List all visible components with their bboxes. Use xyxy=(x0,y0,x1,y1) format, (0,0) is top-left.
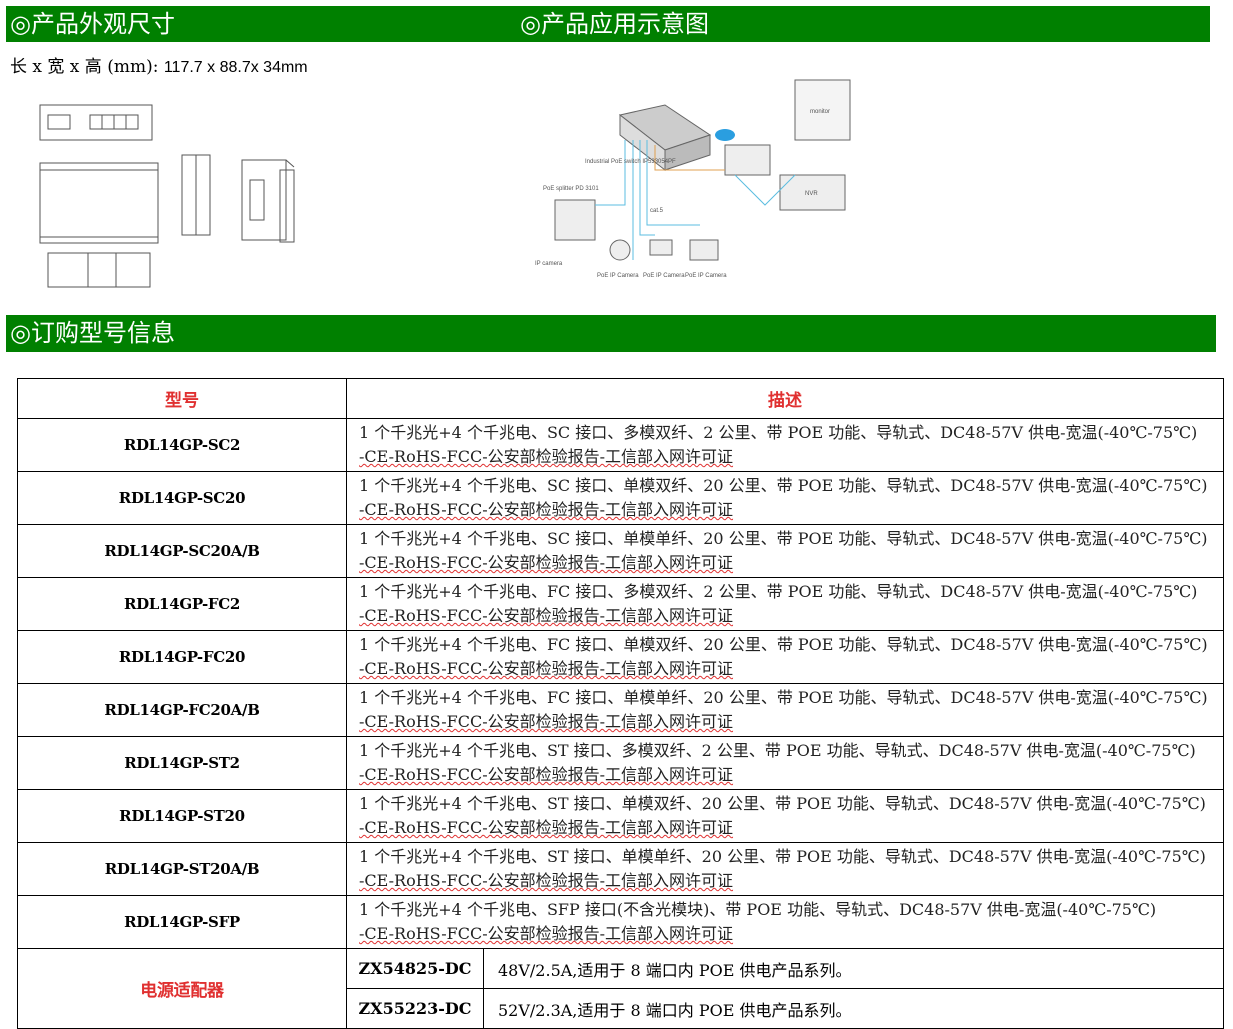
section-header-bar: ◎产品外观尺寸 ◎产品应用示意图 xyxy=(6,6,1210,42)
switch-label: Industrial PoE switch IP533054PF xyxy=(585,159,676,165)
table-row: RDL14GP-FC2 1 个千兆光+4 个千兆电、FC 接口、多模双纤、2 公里… xyxy=(17,577,1224,631)
table-row: RDL14GP-SFP 1 个千兆光+4 个千兆电、SFP 接口(不含光模块)、带… xyxy=(17,895,1224,949)
description-cell: 1 个千兆光+4 个千兆电、ST 接口、多模双纤、2 公里、带 POE 功能、导… xyxy=(346,736,1224,790)
description-line2: -CE-RoHS-FCC-公安部检验报告-工信部入网许可证 xyxy=(359,606,734,625)
model-cell: RDL14GP-SFP xyxy=(17,895,347,949)
col-model-header: 型号 xyxy=(17,378,347,419)
description-line2: -CE-RoHS-FCC-公安部检验报告-工信部入网许可证 xyxy=(359,924,734,943)
description-line2: -CE-RoHS-FCC-公安部检验报告-工信部入网许可证 xyxy=(359,500,734,519)
model-cell: RDL14GP-SC2 xyxy=(17,418,347,472)
description-line1: 1 个千兆光+4 个千兆电、ST 接口、单模双纤、20 公里、带 POE 功能、… xyxy=(359,794,1206,813)
description-cell: 1 个千兆光+4 个千兆电、SFP 接口(不含光模块)、带 POE 功能、导轨式… xyxy=(346,895,1224,949)
power-desc-cell: 52V/2.3A,适用于 8 端口内 POE 供电产品系列。 xyxy=(483,988,1224,1029)
col-desc-header: 描述 xyxy=(346,378,1224,419)
table-header-row: 型号 描述 xyxy=(17,378,1224,419)
description-cell: 1 个千兆光+4 个千兆电、SC 接口、单模单纤、20 公里、带 POE 功能、… xyxy=(346,524,1224,578)
ordering-table: 型号 描述 RDL14GP-SC2 1 个千兆光+4 个千兆电、SC 接口、多模双… xyxy=(17,378,1224,1029)
table-row: RDL14GP-SC2 1 个千兆光+4 个千兆电、SC 接口、多模双纤、2 公里… xyxy=(17,418,1224,472)
product-dimension-drawing xyxy=(39,104,295,288)
description-line1: 1 个千兆光+4 个千兆电、FC 接口、单模双纤、20 公里、带 POE 功能、… xyxy=(359,635,1208,654)
power-desc-cell: 48V/2.5A,适用于 8 端口内 POE 供电产品系列。 xyxy=(483,948,1224,989)
description-cell: 1 个千兆光+4 个千兆电、ST 接口、单模双纤、20 公里、带 POE 功能、… xyxy=(346,789,1224,843)
description-line2: -CE-RoHS-FCC-公安部检验报告-工信部入网许可证 xyxy=(359,818,734,837)
camera-label: PoE IP Camera xyxy=(685,273,727,279)
table-row: RDL14GP-ST2 1 个千兆光+4 个千兆电、ST 接口、多模双纤、2 公里… xyxy=(17,736,1224,790)
description-line1: 1 个千兆光+4 个千兆电、SC 接口、多模双纤、2 公里、带 POE 功能、导… xyxy=(359,423,1198,442)
description-line2: -CE-RoHS-FCC-公安部检验报告-工信部入网许可证 xyxy=(359,659,734,678)
description-line1: 1 个千兆光+4 个千兆电、SC 接口、单模单纤、20 公里、带 POE 功能、… xyxy=(359,529,1208,548)
description-cell: 1 个千兆光+4 个千兆电、FC 接口、单模双纤、20 公里、带 POE 功能、… xyxy=(346,630,1224,684)
description-line2: -CE-RoHS-FCC-公安部检验报告-工信部入网许可证 xyxy=(359,712,734,731)
power-row: 电源适配器 ZX54825-DC 48V/2.5A,适用于 8 端口内 POE 供电… xyxy=(17,948,1224,1029)
dimensions-text: 长 x 宽 x 高 (mm): 117.7 x 88.7x 34mm xyxy=(10,52,308,77)
description-cell: 1 个千兆光+4 个千兆电、FC 接口、单模单纤、20 公里、带 POE 功能、… xyxy=(346,683,1224,737)
table-row: RDL14GP-ST20A/B 1 个千兆光+4 个千兆电、ST 接口、单模单纤、… xyxy=(17,842,1224,896)
model-cell: RDL14GP-FC20A/B xyxy=(17,683,347,737)
camera-label: PoE IP Camera xyxy=(643,273,685,279)
description-line2: -CE-RoHS-FCC-公安部检验报告-工信部入网许可证 xyxy=(359,553,734,572)
table-row: RDL14GP-SC20A/B 1 个千兆光+4 个千兆电、SC 接口、单模单纤、… xyxy=(17,524,1224,578)
dimensions-header: ◎产品外观尺寸 xyxy=(10,10,175,38)
table-row: RDL14GP-SC20 1 个千兆光+4 个千兆电、SC 接口、单模双纤、20 … xyxy=(17,471,1224,525)
model-cell: RDL14GP-FC2 xyxy=(17,577,347,631)
description-line2: -CE-RoHS-FCC-公安部检验报告-工信部入网许可证 xyxy=(359,765,734,784)
description-cell: 1 个千兆光+4 个千兆电、ST 接口、单模单纤、20 公里、带 POE 功能、… xyxy=(346,842,1224,896)
description-line1: 1 个千兆光+4 个千兆电、SC 接口、单模双纤、20 公里、带 POE 功能、… xyxy=(359,476,1208,495)
table-row: RDL14GP-FC20A/B 1 个千兆光+4 个千兆电、FC 接口、单模单纤、… xyxy=(17,683,1224,737)
model-cell: RDL14GP-FC20 xyxy=(17,630,347,684)
table-row: RDL14GP-ST20 1 个千兆光+4 个千兆电、ST 接口、单模双纤、20 … xyxy=(17,789,1224,843)
model-cell: RDL14GP-ST2 xyxy=(17,736,347,790)
cat5-label: cat.5 xyxy=(650,208,664,214)
model-cell: RDL14GP-SC20 xyxy=(17,471,347,525)
table-row: RDL14GP-FC20 1 个千兆光+4 个千兆电、FC 接口、单模双纤、20 … xyxy=(17,630,1224,684)
dimensions-value: 117.7 x 88.7x 34mm xyxy=(163,59,308,76)
description-line1: 1 个千兆光+4 个千兆电、FC 接口、单模单纤、20 公里、带 POE 功能、… xyxy=(359,688,1208,707)
power-adapter-label: 电源适配器 xyxy=(17,948,347,1029)
power-model-cell: ZX55223-DC xyxy=(346,988,484,1029)
nvr-label: NVR xyxy=(805,191,818,197)
description-line1: 1 个千兆光+4 个千兆电、ST 接口、多模双纤、2 公里、带 POE 功能、导… xyxy=(359,741,1196,760)
description-line1: 1 个千兆光+4 个千兆电、SFP 接口(不含光模块)、带 POE 功能、导轨式… xyxy=(359,900,1157,919)
power-model-cell: ZX54825-DC xyxy=(346,948,484,989)
ipcam-label: IP camera xyxy=(535,261,563,267)
model-cell: RDL14GP-SC20A/B xyxy=(17,524,347,578)
description-line1: 1 个千兆光+4 个千兆电、ST 接口、单模单纤、20 公里、带 POE 功能、… xyxy=(359,847,1206,866)
description-cell: 1 个千兆光+4 个千兆电、SC 接口、多模双纤、2 公里、带 POE 功能、导… xyxy=(346,418,1224,472)
splitter-label: PoE splitter PD 3101 xyxy=(543,186,599,192)
description-line2: -CE-RoHS-FCC-公安部检验报告-工信部入网许可证 xyxy=(359,871,734,890)
description-cell: 1 个千兆光+4 个千兆电、SC 接口、单模双纤、20 公里、带 POE 功能、… xyxy=(346,471,1224,525)
model-cell: RDL14GP-ST20 xyxy=(17,789,347,843)
description-cell: 1 个千兆光+4 个千兆电、FC 接口、多模双纤、2 公里、带 POE 功能、导… xyxy=(346,577,1224,631)
application-diagram: Industrial PoE switch IP533054PF PoE spl… xyxy=(535,79,851,279)
application-header: ◎产品应用示意图 xyxy=(520,10,709,38)
model-cell: RDL14GP-ST20A/B xyxy=(17,842,347,896)
description-line1: 1 个千兆光+4 个千兆电、FC 接口、多模双纤、2 公里、带 POE 功能、导… xyxy=(359,582,1198,601)
dimensions-label: 长 x 宽 x 高 (mm): xyxy=(10,57,159,77)
ordering-header: ◎订购型号信息 xyxy=(10,319,175,347)
monitor-label: monitor xyxy=(810,109,830,115)
ordering-header-bar: ◎订购型号信息 xyxy=(6,315,1216,352)
description-line2: -CE-RoHS-FCC-公安部检验报告-工信部入网许可证 xyxy=(359,447,734,466)
camera-label: PoE IP Camera xyxy=(597,273,639,279)
